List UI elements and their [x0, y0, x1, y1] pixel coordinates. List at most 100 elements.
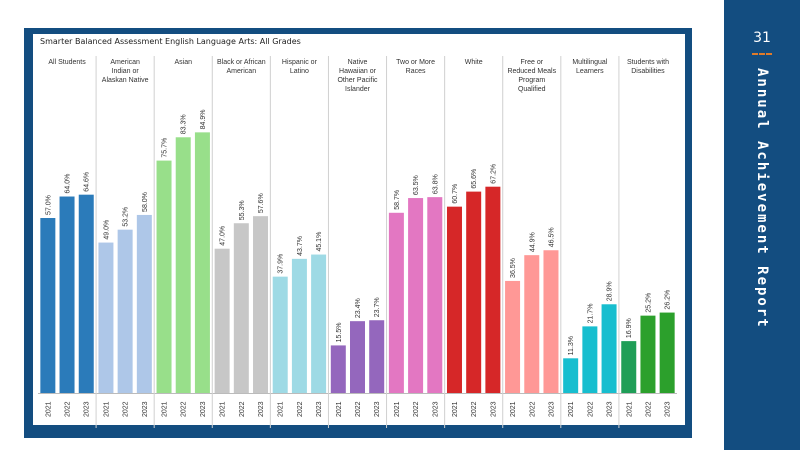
bar-white-2022 [466, 191, 482, 393]
bar-free-or-reduced-meals-program-qualified-2022 [524, 255, 540, 393]
group-label-multilingual-learners: Multilingual Learners [572, 59, 607, 75]
bar-students-with-disabilities-2021 [621, 341, 637, 393]
bar-black-or-african-american-2022 [233, 223, 249, 393]
value-label-free-or-reduced-meals-program-qualified-2023: 46.5% [548, 227, 555, 247]
bar-students-with-disabilities-2023 [659, 312, 675, 393]
group-label-american-indian-or-alaskan-native: American Indian or Alaskan Native [102, 59, 149, 84]
year-label-two-or-more-races-2023: 2023 [432, 401, 439, 417]
report-title: Annual Achievement Report [754, 68, 770, 329]
year-label-native-hawaiian-or-other-pacific-islander-2022: 2022 [355, 401, 362, 417]
year-label-students-with-disabilities-2022: 2022 [645, 401, 652, 417]
year-label-black-or-african-american-2021: 2021 [220, 401, 227, 417]
value-label-native-hawaiian-or-other-pacific-islander-2021: 15.5% [336, 323, 343, 343]
bar-hispanic-or-latino-2022 [291, 258, 307, 393]
value-label-students-with-disabilities-2023: 26.2% [665, 290, 672, 310]
value-label-black-or-african-american-2021: 47.0% [220, 226, 227, 246]
group-label-two-or-more-races: Two or More Races [396, 59, 435, 75]
bar-students-with-disabilities-2022 [640, 315, 656, 393]
value-label-free-or-reduced-meals-program-qualified-2022: 44.9% [529, 232, 536, 252]
bar-american-indian-or-alaskan-native-2021 [98, 242, 114, 393]
year-label-multilingual-learners-2023: 2023 [607, 401, 614, 417]
value-label-hispanic-or-latino-2022: 43.7% [297, 236, 304, 256]
year-label-native-hawaiian-or-other-pacific-islander-2023: 2023 [374, 401, 381, 417]
bar-multilingual-learners-2022 [582, 326, 598, 393]
value-label-american-indian-or-alaskan-native-2022: 53.2% [123, 207, 130, 227]
value-label-all-students-2021: 57.0% [45, 195, 52, 215]
bar-white-2021 [446, 206, 462, 393]
value-label-hispanic-or-latino-2021: 37.9% [278, 254, 285, 274]
year-label-american-indian-or-alaskan-native-2022: 2022 [123, 401, 130, 417]
bar-asian-2021 [156, 160, 172, 393]
year-label-students-with-disabilities-2023: 2023 [665, 401, 672, 417]
value-label-multilingual-learners-2023: 28.9% [607, 281, 614, 301]
value-label-white-2022: 65.6% [471, 169, 478, 189]
value-label-black-or-african-american-2023: 57.6% [258, 193, 265, 213]
group-label-native-hawaiian-or-other-pacific-islander: Native Hawaiian or Other Pacific Islander [337, 59, 378, 93]
bar-native-hawaiian-or-other-pacific-islander-2022 [350, 321, 365, 393]
group-label-students-with-disabilities: Students with Disabilities [627, 59, 669, 75]
value-label-white-2023: 67.2% [490, 164, 497, 184]
year-label-two-or-more-races-2022: 2022 [413, 401, 420, 417]
bar-multilingual-learners-2023 [601, 304, 617, 393]
value-label-two-or-more-races-2022: 63.5% [413, 175, 420, 195]
value-label-native-hawaiian-or-other-pacific-islander-2023: 23.7% [374, 297, 381, 317]
bar-hispanic-or-latino-2021 [272, 276, 288, 393]
value-label-black-or-african-american-2022: 55.3% [239, 200, 246, 220]
group-label-asian: Asian [174, 59, 192, 66]
group-label-all-students: All Students [48, 59, 86, 66]
bar-free-or-reduced-meals-program-qualified-2021 [505, 280, 521, 393]
year-label-all-students-2022: 2022 [65, 401, 72, 417]
sidebar: 31 Annual Achievement Report [724, 0, 800, 450]
value-label-asian-2023: 84.9% [200, 109, 207, 129]
value-label-multilingual-learners-2021: 11.3% [568, 336, 575, 355]
bar-american-indian-or-alaskan-native-2022 [117, 229, 133, 393]
year-label-asian-2023: 2023 [200, 401, 207, 417]
value-label-free-or-reduced-meals-program-qualified-2021: 36.5% [510, 258, 517, 278]
bar-hispanic-or-latino-2023 [311, 254, 327, 393]
year-label-asian-2021: 2021 [162, 401, 169, 417]
year-label-black-or-african-american-2022: 2022 [239, 401, 246, 417]
year-label-white-2021: 2021 [452, 401, 459, 417]
group-label-white: White [465, 59, 483, 66]
group-label-black-or-african-american: Black or African American [217, 59, 266, 75]
year-label-asian-2022: 2022 [181, 401, 188, 417]
bar-native-hawaiian-or-other-pacific-islander-2023 [369, 320, 385, 393]
year-label-multilingual-learners-2022: 2022 [587, 401, 594, 417]
bar-american-indian-or-alaskan-native-2023 [136, 214, 152, 393]
year-label-multilingual-learners-2021: 2021 [568, 401, 575, 417]
value-label-all-students-2022: 64.0% [65, 174, 72, 194]
value-label-two-or-more-races-2021: 58.7% [394, 190, 401, 210]
value-label-american-indian-or-alaskan-native-2023: 58.0% [142, 192, 149, 212]
bar-white-2023 [485, 186, 501, 393]
year-label-hispanic-or-latino-2023: 2023 [316, 401, 323, 417]
bar-black-or-african-american-2023 [253, 216, 269, 393]
value-label-multilingual-learners-2022: 21.7% [587, 304, 594, 324]
page-number-divider [752, 53, 772, 55]
value-label-white-2021: 60.7% [452, 184, 459, 204]
year-label-hispanic-or-latino-2021: 2021 [278, 401, 285, 417]
year-label-free-or-reduced-meals-program-qualified-2023: 2023 [548, 401, 555, 417]
page-number: 31 [753, 30, 771, 46]
value-label-asian-2022: 83.3% [181, 114, 188, 134]
year-label-free-or-reduced-meals-program-qualified-2022: 2022 [529, 401, 536, 417]
group-label-free-or-reduced-meals-program-qualified: Free or Reduced Meals Program Qualified [507, 59, 556, 93]
year-label-black-or-african-american-2023: 2023 [258, 401, 265, 417]
year-label-white-2023: 2023 [490, 401, 497, 417]
value-label-asian-2021: 75.7% [162, 138, 169, 158]
value-label-hispanic-or-latino-2023: 45.1% [316, 232, 323, 252]
year-label-students-with-disabilities-2021: 2021 [626, 401, 633, 417]
bar-native-hawaiian-or-other-pacific-islander-2021 [330, 345, 346, 393]
value-label-students-with-disabilities-2021: 16.9% [626, 318, 633, 338]
group-label-hispanic-or-latino: Hispanic or Latino [282, 59, 318, 75]
bar-all-students-2023 [78, 194, 94, 393]
value-label-two-or-more-races-2023: 63.8% [432, 174, 439, 194]
bar-black-or-african-american-2021 [214, 248, 230, 393]
year-label-hispanic-or-latino-2022: 2022 [297, 401, 304, 417]
year-label-white-2022: 2022 [471, 401, 478, 417]
bar-all-students-2022 [59, 196, 75, 393]
bar-two-or-more-races-2022 [408, 198, 424, 393]
bar-two-or-more-races-2023 [427, 197, 443, 393]
value-label-students-with-disabilities-2022: 25.2% [645, 293, 652, 313]
year-label-american-indian-or-alaskan-native-2023: 2023 [142, 401, 149, 417]
